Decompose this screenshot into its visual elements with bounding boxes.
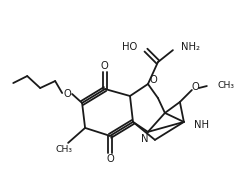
Text: CH₃: CH₃ [218,80,235,90]
Text: HO: HO [122,42,137,52]
Text: O: O [149,75,157,85]
Text: O: O [63,89,71,99]
Text: O: O [100,61,108,71]
Text: O: O [192,82,200,92]
Text: NH₂: NH₂ [181,42,200,52]
Text: O: O [106,154,114,164]
Text: N: N [141,134,149,144]
Text: NH: NH [194,120,209,130]
Text: CH₃: CH₃ [56,145,73,154]
